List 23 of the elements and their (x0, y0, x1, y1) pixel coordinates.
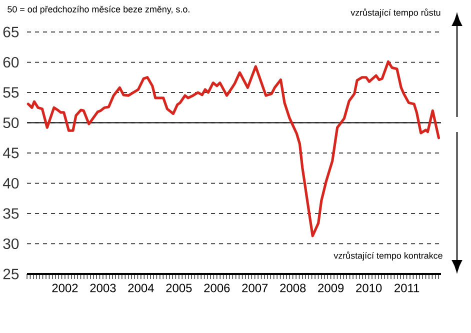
x-tick-label: 2006 (204, 284, 230, 292)
line-series (26, 60, 440, 238)
text: vzrůstající tempo růstu (350, 8, 440, 18)
x-tick-label: 2009 (318, 284, 344, 292)
x-tick-label: 2005 (166, 284, 192, 292)
x-tick-label: 2003 (90, 284, 116, 292)
x-tick-label: 2002 (52, 284, 78, 292)
x-tick-label: 2011 (394, 284, 420, 292)
y-tick-label: 30 (3, 238, 19, 250)
chart-title: 50 = od předchozího měsíce beze změny, s.o. (8, 6, 190, 14)
y-tick-label: 65 (3, 26, 19, 38)
y-tick-label: 45 (2, 148, 19, 158)
x-tick-label: 2008 (280, 284, 306, 292)
y-tick-label: 50 (3, 117, 19, 128)
y-tick-label: 60 (3, 56, 19, 68)
y-tick-label: 55 (3, 87, 19, 98)
y-tick-label: 25 (3, 268, 19, 280)
y-tick-label: 40 (2, 178, 19, 189)
x-tick-label: 2010 (356, 284, 382, 292)
x-tick-label: 2004 (128, 284, 154, 292)
x-tick-label: 2007 (242, 284, 268, 292)
y-tick-label: 35 (3, 208, 19, 219)
annotation: vzrůstající tempo kontrakce (334, 251, 442, 261)
